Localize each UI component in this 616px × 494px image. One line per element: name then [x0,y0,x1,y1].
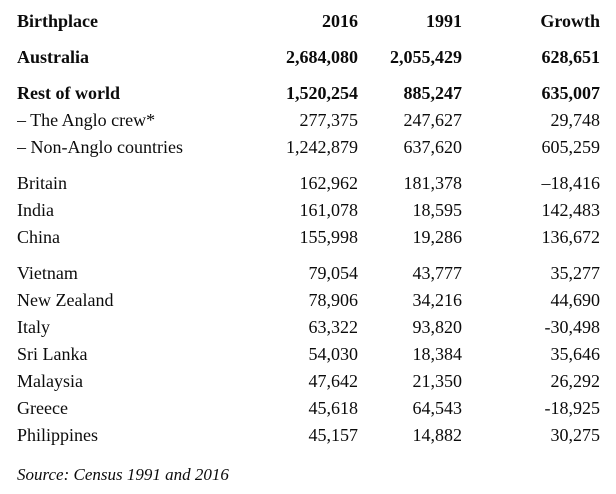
row-label: New Zealand [17,290,114,310]
row-malaysia: Malaysia 47,642 21,350 26,292 [17,368,600,395]
value-2016: 277,375 [299,110,359,130]
value-2016: 162,962 [299,173,359,193]
row-label: Philippines [17,425,99,445]
value-growth: 605,259 [541,137,601,157]
value-growth: 136,672 [541,227,601,247]
value-2016: 63,322 [308,317,359,337]
row-sri-lanka: Sri Lanka 54,030 18,384 35,646 [17,341,600,368]
value-2016: 45,157 [308,425,359,445]
row-label: Australia [17,47,89,67]
value-1991: 14,882 [412,425,463,445]
row-label: Rest of world [17,83,120,103]
column-header-2016: 2016 [322,11,358,31]
row-label: Britain [17,173,67,193]
value-1991: 247,627 [403,110,463,130]
row-rest-of-world: Rest of world 1,520,254 885,247 635,007 [17,80,600,107]
row-italy: Italy 63,322 93,820 -30,498 [17,314,600,341]
value-1991: 2,055,429 [390,47,462,67]
row-label: – Non-Anglo countries [17,137,183,157]
value-growth: 35,277 [550,263,601,283]
value-2016: 155,998 [299,227,359,247]
source-note: Source: Census 1991 and 2016 [17,465,229,484]
row-label: Sri Lanka [17,344,88,364]
row-australia: Australia 2,684,080 2,055,429 628,651 [17,44,600,71]
value-1991: 637,620 [403,137,463,157]
value-2016: 1,242,879 [286,137,358,157]
value-2016: 161,078 [299,200,359,220]
row-vietnam: Vietnam 79,054 43,777 35,277 [17,260,600,287]
row-label: – The Anglo crew* [17,110,156,130]
value-1991: 64,543 [412,398,463,418]
value-1991: 18,384 [412,344,463,364]
row-label: Vietnam [17,263,78,283]
row-anglo-crew: – The Anglo crew* 277,375 247,627 29,748 [17,107,600,134]
value-growth: -18,925 [544,398,601,418]
row-india: India 161,078 18,595 142,483 [17,197,600,224]
row-china: China 155,998 19,286 136,672 [17,224,600,251]
row-label: Malaysia [17,371,83,391]
column-header-1991: 1991 [426,11,462,31]
value-growth: 26,292 [550,371,601,391]
row-label: China [17,227,60,247]
value-1991: 21,350 [412,371,463,391]
row-new-zealand: New Zealand 78,906 34,216 44,690 [17,287,600,314]
value-1991: 885,247 [403,83,463,103]
row-philippines: Philippines 45,157 14,882 30,275 [17,422,600,449]
value-2016: 45,618 [308,398,359,418]
table-header-row: Birthplace 2016 1991 Growth [17,8,600,35]
value-growth: 29,748 [550,110,601,130]
column-header-birthplace: Birthplace [17,11,98,31]
value-1991: 43,777 [412,263,463,283]
row-non-anglo-countries: – Non-Anglo countries 1,242,879 637,620 … [17,134,600,161]
row-greece: Greece 45,618 64,543 -18,925 [17,395,600,422]
value-2016: 78,906 [308,290,359,310]
row-label: India [17,200,54,220]
value-growth: 635,007 [541,83,601,103]
row-label: Greece [17,398,68,418]
value-1991: 93,820 [412,317,463,337]
value-1991: 181,378 [403,173,463,193]
value-1991: 34,216 [412,290,463,310]
value-growth: 35,646 [550,344,601,364]
row-label: Italy [17,317,50,337]
value-growth: 30,275 [550,425,601,445]
value-growth: 628,651 [541,47,601,67]
value-growth: 44,690 [550,290,601,310]
value-1991: 19,286 [412,227,463,247]
value-growth: –18,416 [541,173,601,193]
column-header-growth: Growth [540,11,600,31]
value-2016: 54,030 [308,344,359,364]
value-1991: 18,595 [412,200,463,220]
value-2016: 1,520,254 [286,83,358,103]
row-britain: Britain 162,962 181,378 –18,416 [17,170,600,197]
value-2016: 2,684,080 [286,47,358,67]
value-growth: -30,498 [544,317,601,337]
value-2016: 47,642 [308,371,359,391]
value-2016: 79,054 [308,263,359,283]
value-growth: 142,483 [541,200,601,220]
